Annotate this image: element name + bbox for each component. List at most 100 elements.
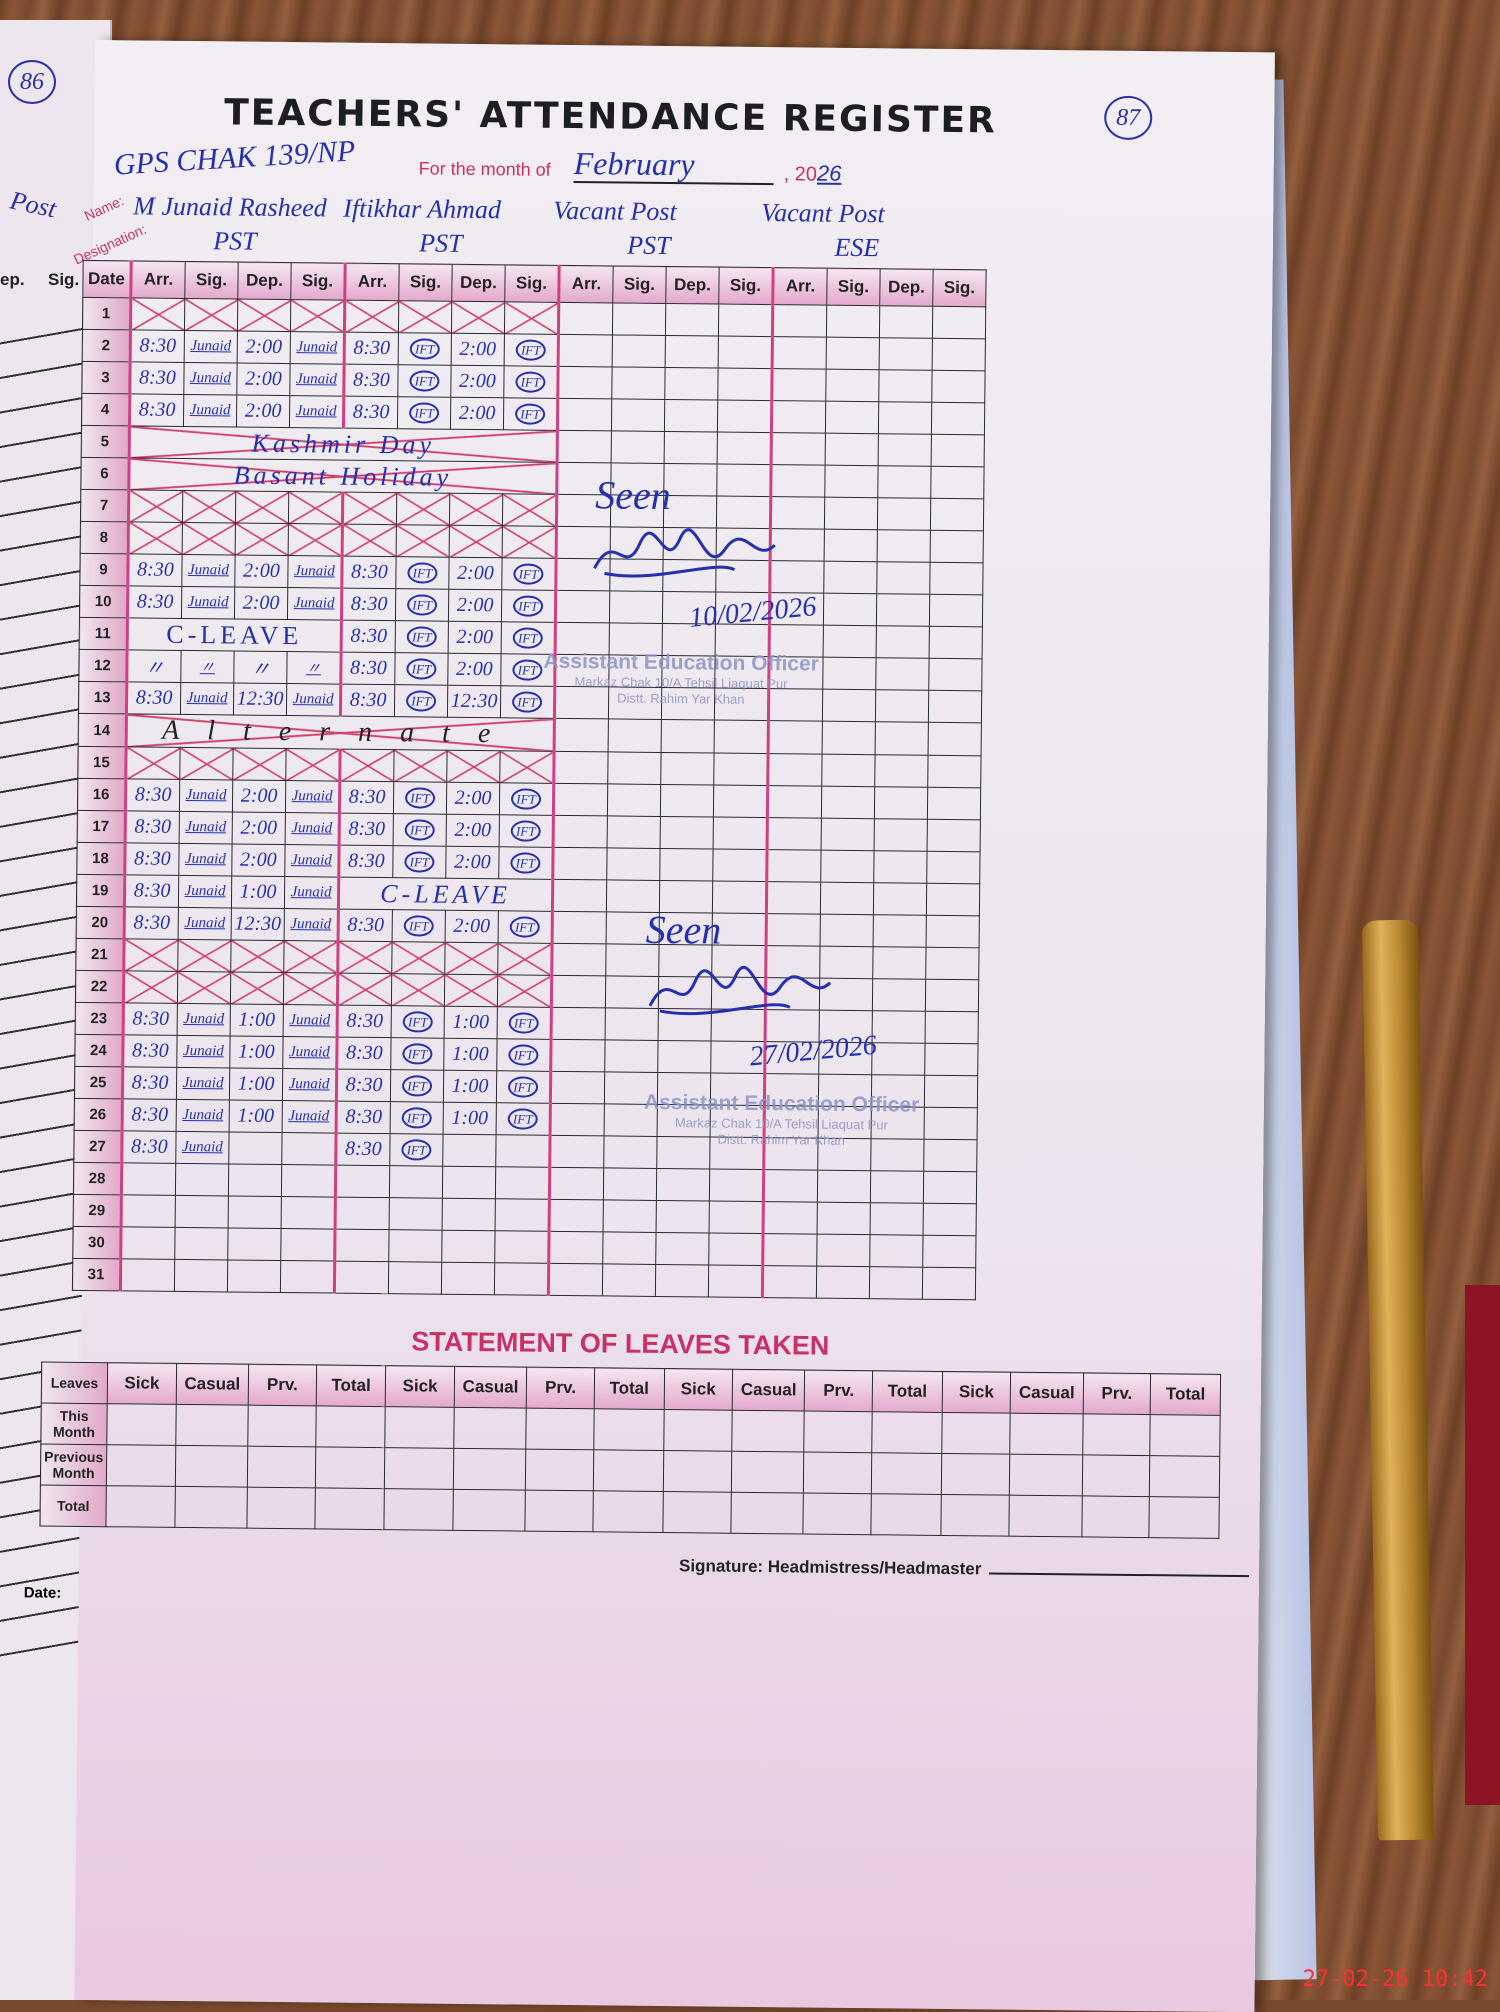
t1-arrival-signature: Junaid <box>179 779 233 812</box>
t1-departure: 2:00 <box>234 554 289 588</box>
initials-signature: IFT <box>508 1075 538 1098</box>
t1-arrival-signature: Junaid <box>176 1099 230 1132</box>
t1-departure-signature: Junaid <box>285 780 340 814</box>
t2-arrival <box>342 524 397 557</box>
vacant-post-cell <box>607 783 661 817</box>
initials-signature: IFT <box>510 851 541 874</box>
t2-arrival: 8:30 <box>341 620 396 653</box>
vacant-post-cell <box>713 753 769 786</box>
t1-departure: 1:00 <box>231 875 285 909</box>
t2-arrival-signature: IFT <box>395 556 450 590</box>
vacant-post-cell <box>717 400 772 433</box>
t1-departure-signature: Junaid <box>282 1036 338 1070</box>
t2-departure-signature <box>494 1230 550 1264</box>
vacant-post-cell <box>612 334 666 368</box>
t1-arrival: 8:30 <box>124 842 180 876</box>
leaves-cell <box>663 1409 733 1452</box>
leaves-table: Leaves Sick Casual Prv. Total Sick Casual Prv. T… <box>39 1362 1221 1539</box>
t2-departure: 1:00 <box>443 1070 497 1103</box>
t1-departure-signature: Junaid <box>287 587 342 621</box>
leaves-cell <box>662 1491 732 1534</box>
leaves-cell <box>247 1446 316 1488</box>
month-value: February <box>573 145 774 186</box>
t2-arrival-signature <box>396 524 450 558</box>
vacant-post-cell <box>875 721 929 756</box>
leaves-cell <box>1081 1454 1151 1497</box>
t1-departure <box>237 299 291 332</box>
date-cell: 18 <box>76 842 126 875</box>
t1-departure-signature: Junaid <box>290 331 345 365</box>
right-page-number: 87 <box>1104 95 1153 141</box>
initials-signature: IFT <box>513 562 544 585</box>
vacant-post-cell <box>770 464 826 498</box>
initials-signature: IFT <box>508 1011 539 1034</box>
vacant-post-cell <box>762 1265 817 1299</box>
leaves-cell <box>106 1485 176 1528</box>
t1-arrival <box>120 1258 175 1292</box>
date-cell: 17 <box>77 810 126 843</box>
vacant-post-cell <box>548 1231 604 1264</box>
t1-arrival: 8:30 <box>123 1002 178 1036</box>
vacant-post-cell <box>825 433 879 466</box>
t1-departure: 2:00 <box>231 843 286 877</box>
leaves-cell <box>731 1492 804 1534</box>
leaves-col-prv: Prv. <box>526 1367 595 1409</box>
initials-signature: IFT <box>515 370 546 393</box>
t2-arrival <box>342 492 397 525</box>
t1-arrival <box>130 297 185 331</box>
vacant-post-cell <box>876 625 930 659</box>
leaves-cell <box>175 1445 248 1488</box>
column-header-date: Date <box>82 260 132 298</box>
statement-title: STATEMENT OF LEAVES TAKEN <box>411 1326 830 1361</box>
t2-departure <box>446 750 501 783</box>
vacant-post-cell <box>655 1232 710 1265</box>
t2-arrival-signature: IFT <box>397 364 452 398</box>
vacant-post-cell <box>932 338 986 371</box>
leaves-cell <box>106 1403 177 1446</box>
vacant-post-cell <box>604 1039 659 1073</box>
column-header-t4-0: Arr. <box>772 267 828 306</box>
t2-arrival <box>337 973 392 1006</box>
teacher-2-name: Iftikhar Ahmad <box>343 193 502 225</box>
column-header-t1-3: Sig. <box>290 262 346 301</box>
vacant-post-cell <box>877 465 932 499</box>
t2-departure: 2:00 <box>447 653 502 686</box>
t2-departure: 2:00 <box>450 397 504 430</box>
t1-arrival-signature: Junaid <box>181 586 235 619</box>
leaves-col-casual: Casual <box>454 1366 527 1409</box>
leaves-col-casual: Casual <box>176 1363 249 1406</box>
t1-departure <box>230 939 285 973</box>
vacant-post-cell <box>664 367 719 401</box>
t1-departure-signature: Junaid <box>289 395 344 429</box>
t2-arrival-signature <box>388 1229 443 1263</box>
date-cell: 15 <box>77 746 127 779</box>
t1-arrival: 8:30 <box>129 361 185 395</box>
t1-arrival: 8:30 <box>125 778 180 812</box>
leaves-cell <box>246 1487 316 1529</box>
initials-signature: IFT <box>510 819 541 842</box>
leaves-cell <box>525 1408 595 1450</box>
leaves-col-prv: Prv. <box>1082 1372 1152 1415</box>
leaves-cell <box>593 1408 664 1451</box>
leaves-cell <box>871 1493 941 1536</box>
t2-arrival <box>335 1197 390 1230</box>
vacant-post-cell <box>870 1170 924 1204</box>
leaves-cell <box>940 1453 1011 1496</box>
vacant-post-cell <box>551 1007 606 1040</box>
vacant-post-cell <box>873 882 927 916</box>
vacant-post-cell <box>714 720 769 754</box>
left-col-dep: ep. <box>0 270 25 289</box>
vacant-post-cell <box>822 657 877 690</box>
vacant-post-cell <box>553 815 608 848</box>
t2-arrival-signature: IFT <box>392 909 446 943</box>
leaves-cell <box>940 1494 1010 1537</box>
t2-departure: 12:30 <box>447 685 501 718</box>
t2-departure-signature: IFT <box>497 1006 552 1040</box>
t2-arrival: 8:30 <box>338 845 394 878</box>
initials-signature: IFT <box>509 915 540 938</box>
note-casual-leave-teacher-2: C-LEAVE <box>338 877 553 912</box>
date-cell: 22 <box>75 970 124 1003</box>
column-header-t3-0: Arr. <box>558 265 614 303</box>
t1-arrival: 8:30 <box>125 810 180 844</box>
column-header-t1-1: Sig. <box>184 261 239 300</box>
